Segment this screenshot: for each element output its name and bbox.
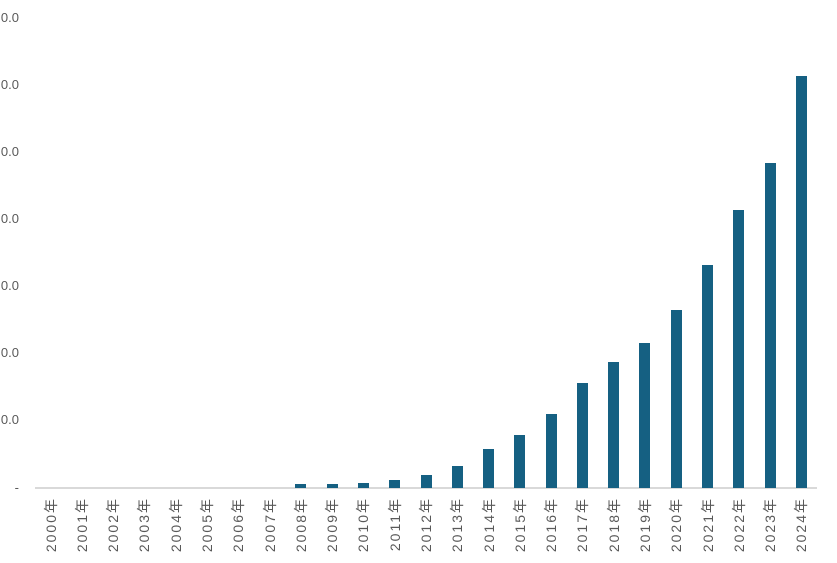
x-tick-label: 2022年 (730, 497, 747, 553)
bar-2016 (545, 413, 557, 489)
x-tick-label: 2016年 (543, 497, 560, 553)
bar-2008 (295, 484, 307, 489)
x-tick-label: 2018年 (605, 497, 622, 553)
bar-2021 (702, 264, 714, 489)
y-tick-label: 0.0 (0, 9, 19, 25)
bar-2022 (733, 209, 745, 489)
x-tick-label: 2000年 (42, 497, 59, 553)
x-tick-label: 2012年 (418, 497, 434, 553)
x-tick-label: 2008年 (292, 497, 309, 553)
bar-2020 (670, 310, 682, 489)
bar-2011 (389, 480, 401, 489)
x-tick-label: 2024年 (793, 497, 810, 553)
x-tick-label: 2014年 (480, 497, 497, 553)
x-tick-label: 2003年 (136, 497, 153, 553)
y-zero-label: - (14, 479, 19, 495)
y-tick-label: 0.0 (0, 76, 19, 92)
x-tick-label: 2006年 (230, 497, 247, 553)
x-tick-label: 2004年 (167, 497, 184, 553)
x-tick-label: 2002年 (105, 497, 122, 553)
bar-2012 (420, 475, 432, 489)
x-tick-label: 2005年 (199, 497, 216, 553)
bar-2023 (764, 163, 776, 489)
y-tick-label: 0.0 (0, 144, 19, 159)
y-tick-label: 0.0 (0, 211, 19, 227)
x-tick-label: 2020年 (668, 497, 685, 553)
x-tick-label: 2019年 (636, 497, 653, 553)
x-tick-label: 2010年 (355, 497, 372, 553)
bar-2014 (483, 448, 495, 489)
x-tick-label: 2021年 (699, 497, 716, 553)
x-tick-label: 2007年 (261, 497, 278, 553)
bar-2024 (795, 76, 807, 489)
bar-2018 (608, 362, 620, 489)
x-tick-label: 2023年 (762, 497, 779, 553)
bar-2010 (357, 482, 369, 489)
x-tick-label: 2011年 (386, 497, 403, 552)
bar-2017 (576, 382, 588, 489)
x-tick-label: 2015年 (511, 497, 528, 553)
y-tick-label: 0.0 (0, 278, 19, 294)
x-tick-label: 2017年 (574, 497, 591, 553)
bar-2009 (326, 484, 338, 489)
x-tick-label: 2001年 (73, 497, 90, 553)
x-tick-label: 2009年 (324, 497, 341, 553)
bar-2015 (514, 435, 526, 489)
bar-2019 (639, 342, 651, 489)
bar-2013 (451, 466, 463, 489)
y-tick-label: 0.0 (0, 345, 19, 361)
x-tick-label: 2013年 (449, 497, 466, 553)
y-tick-label: 0.0 (0, 412, 19, 428)
